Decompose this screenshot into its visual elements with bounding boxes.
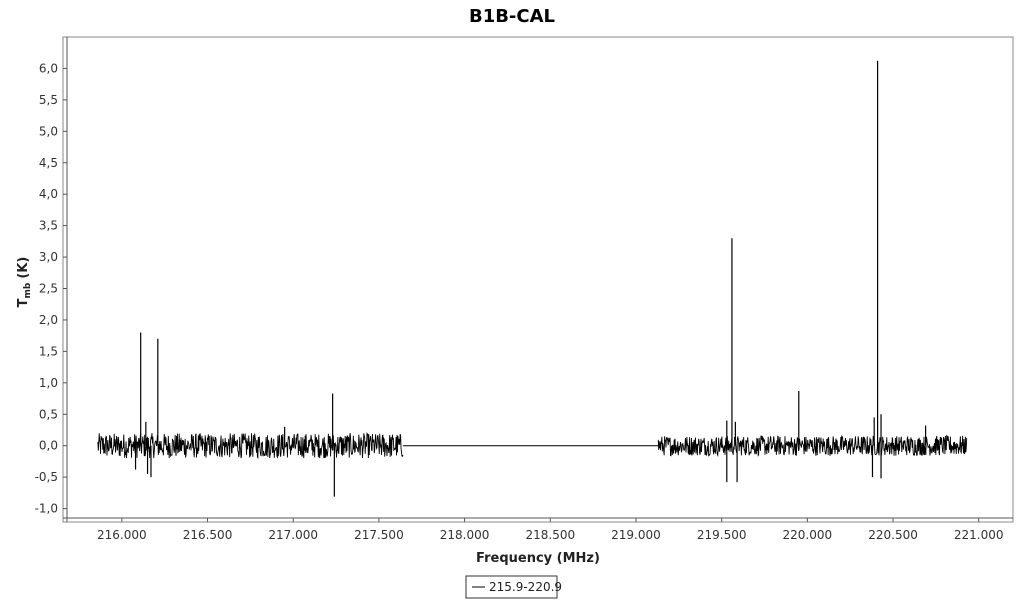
y-tick-label: 3,5	[39, 219, 58, 233]
x-axis-ticks: 216.000 216.500 217.000 217.500 218.000 218.5…	[97, 518, 1004, 542]
legend-item-label: 215.9-220.9	[489, 580, 562, 594]
svg-text:Tmb(K): Tmb (K)	[16, 257, 33, 308]
x-axis-label: Frequency (MHz)	[476, 551, 600, 566]
x-tick-label: 220.000	[783, 528, 833, 542]
legend-box	[465, 575, 558, 599]
y-tick-label: 5,0	[39, 124, 58, 138]
x-tick-label: 217.000	[268, 528, 318, 542]
y-tick-label: 1,5	[39, 344, 58, 358]
y-tick-label: 2,0	[39, 313, 58, 327]
y-axis-label-unit: (K)	[16, 257, 31, 279]
legend: 215.9-220.9	[465, 575, 562, 599]
y-tick-label: -1,0	[35, 502, 58, 516]
y-tick-label: 0,5	[39, 407, 58, 421]
y-tick-label: 1,0	[39, 376, 58, 390]
y-tick-label: 6,0	[39, 61, 58, 75]
y-tick-label: 0,0	[39, 439, 58, 453]
x-tick-label: 217.500	[354, 528, 404, 542]
x-tick-label: 218.500	[525, 528, 575, 542]
x-tick-label: 220.500	[868, 528, 918, 542]
y-tick-label: 5,5	[39, 93, 58, 107]
x-tick-label: 218.000	[440, 528, 490, 542]
plot-frame	[62, 36, 1014, 523]
x-tick-label: 221.000	[954, 528, 1004, 542]
y-tick-label: 3,0	[39, 250, 58, 264]
y-axis-label-main: T	[16, 298, 31, 307]
series-noise-band	[97, 432, 404, 460]
y-axis-label: Tmb (K)	[16, 257, 33, 308]
x-tick-label: 219.000	[611, 528, 661, 542]
series-noise-band	[657, 434, 968, 458]
y-axis-label-sub: mb	[23, 282, 33, 298]
y-tick-label: 4,5	[39, 156, 58, 170]
x-tick-label: 216.000	[97, 528, 147, 542]
y-tick-label: 2,5	[39, 282, 58, 296]
x-tick-label: 219.500	[697, 528, 747, 542]
y-tick-label: -0,5	[35, 470, 58, 484]
y-tick-label: 4,0	[39, 187, 58, 201]
x-tick-label: 216.500	[183, 528, 233, 542]
series-215-9-220-9	[97, 60, 968, 497]
chart-title: B1B-CAL	[469, 6, 555, 27]
y-axis-ticks: -1,0 -0,5 0,0 0,5 1,0 1,5 2,0 2,5 3,0 3,5 4,0 4,5 5,…	[35, 61, 67, 516]
